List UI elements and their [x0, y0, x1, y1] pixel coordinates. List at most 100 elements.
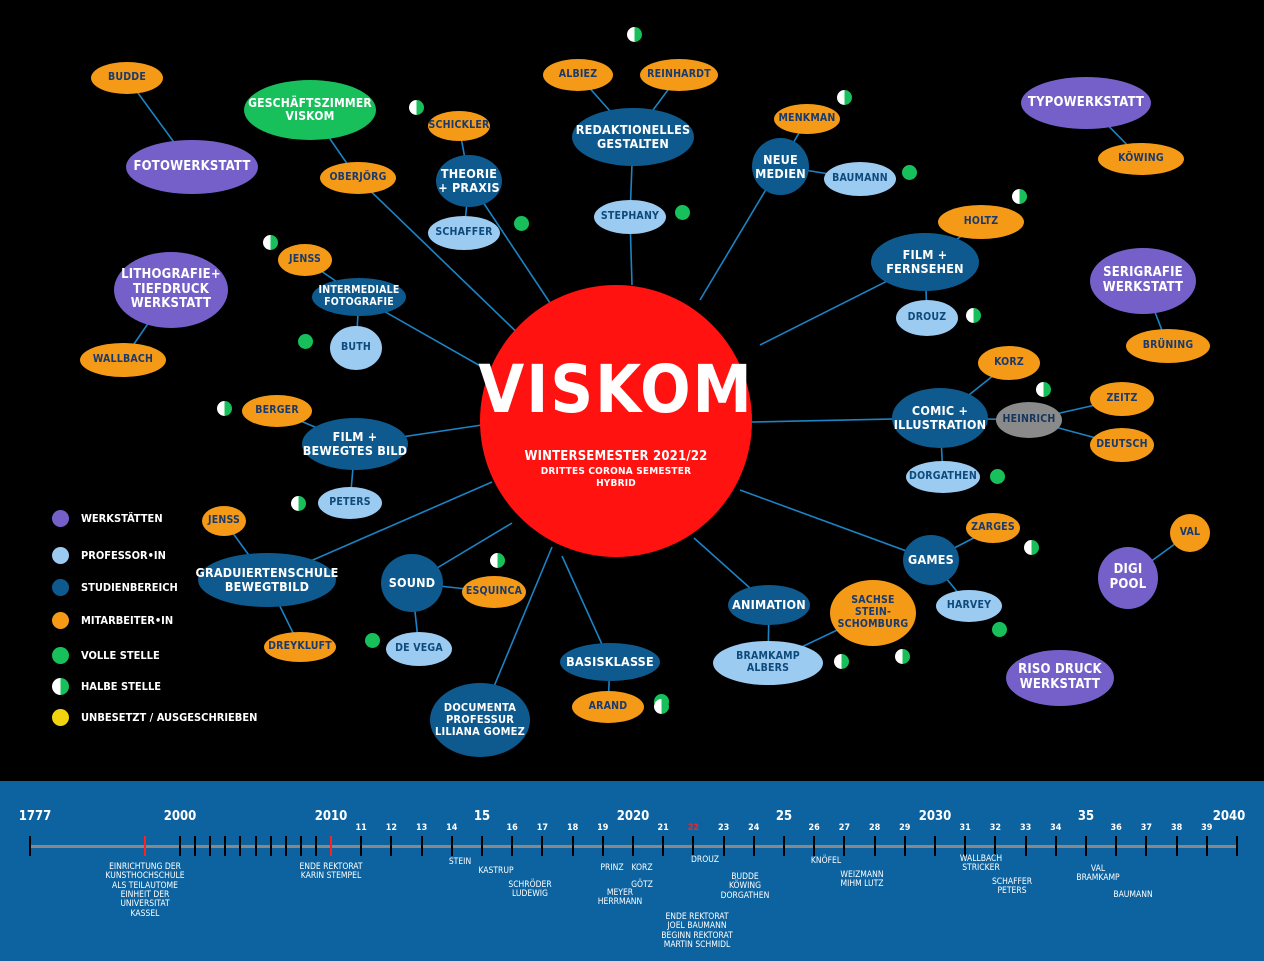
timeline-year-label: 33: [1019, 823, 1032, 833]
node-comic-illustration: COMIC + ILLUSTRATION: [892, 388, 988, 448]
half-position-icon: [1012, 189, 1027, 204]
event-stein: STEIN: [448, 857, 472, 867]
node-film-bewegtes-bild: FILM + BEWEGTES BILD: [302, 418, 408, 470]
legend-swatch-icon: [52, 647, 69, 664]
timeline-year-label: 35: [1077, 809, 1095, 824]
timeline-tick: [29, 836, 31, 856]
connector-line: [739, 489, 932, 561]
node-harvey: HARVEY: [936, 590, 1002, 622]
node-heinrich: HEINRICH: [996, 402, 1062, 438]
timeline-tick: [239, 836, 242, 856]
node-bramkamp-albers: BRAMKAMP ALBERS: [713, 641, 823, 685]
timeline-tick: [843, 836, 846, 856]
organization-graph: VISKOM WINTERSEMESTER 2021/22 DRITTES CO…: [52, 27, 1210, 757]
node-holtz: HOLTZ: [938, 205, 1024, 239]
node-peters: PETERS: [318, 487, 382, 519]
timeline-year-label: 34: [1050, 823, 1062, 833]
timeline-year-label: 17: [536, 823, 549, 833]
half-position-icon: [1036, 382, 1051, 397]
timeline-tick: [994, 836, 997, 856]
full-position-icon: [675, 205, 690, 220]
half-position-icon: [263, 235, 278, 250]
timeline-tick: [1205, 836, 1208, 856]
timeline-tick: [903, 836, 906, 856]
timeline-year-label: 13: [415, 823, 428, 833]
node-sound: SOUND: [381, 554, 443, 612]
legend-item: HALBE STELLE: [52, 678, 161, 695]
timeline-tick: [209, 836, 212, 856]
half-position-icon: [837, 90, 852, 105]
timeline-year-label: 21: [657, 823, 669, 833]
node-wallbach: WALLBACH: [80, 343, 166, 377]
event-knoefel: KNÖFEL: [810, 856, 842, 866]
event-kastrup: KASTRUP: [478, 866, 514, 876]
timeline-tick: [420, 836, 423, 856]
full-position-icon: [298, 334, 313, 349]
timeline-year-label: 11: [355, 823, 367, 833]
timeline-tick: [662, 836, 665, 856]
legend-swatch-icon: [52, 510, 69, 527]
event-schaffer: SCHAFFER PETERS: [991, 877, 1033, 897]
timeline-year-label: 31: [959, 823, 971, 833]
half-position-icon: [627, 27, 642, 42]
timeline-tick: [390, 836, 393, 856]
timeline-tick: [783, 836, 785, 856]
node-menkman: MENKMAN: [774, 104, 840, 134]
timeline-year-label: 37: [1140, 823, 1153, 833]
half-position-icon: [291, 496, 306, 511]
timeline-tick: [1175, 836, 1178, 856]
timeline-tick: [144, 836, 146, 856]
connector-line: [356, 177, 531, 346]
half-position-icon: [895, 649, 910, 664]
node-basisklasse: BASISKLASSE: [560, 643, 660, 681]
timeline-year-label: 23: [717, 823, 730, 833]
timeline-tick: [1085, 836, 1087, 856]
legend-swatch-icon: [52, 547, 69, 564]
center-title: VISKOM: [478, 350, 754, 428]
half-position-icon: [490, 553, 505, 568]
event-schroeder: SCHRÖDER LUDEWIG: [508, 880, 552, 900]
timeline-tick: [1236, 836, 1238, 856]
timeline-tick: [194, 836, 197, 856]
event-goetz: GÖTZ: [631, 880, 653, 890]
node-sachse-steinschomburg: SACHSE STEIN- SCHOMBURG: [830, 580, 916, 646]
half-position-icon: [966, 308, 981, 323]
node-theorie-praxis: THEORIE + PRAXIS: [436, 155, 502, 207]
timeline-tick: [873, 836, 876, 856]
event-weizmann: WEIZMANN MIHM LUTZ: [840, 870, 884, 890]
event-wallbach: WALLBACH STRICKER: [959, 854, 1003, 874]
node-graduiertenschule: GRADUIERTENSCHULE BEWEGTBILD: [196, 553, 338, 607]
half-position-icon: [834, 654, 849, 669]
node-geschaeftszimmer: GESCHÄFTSZIMMER VISKOM: [244, 80, 376, 140]
node-esquinca: ESQUINCA: [462, 576, 526, 608]
timeline-year-label: 16: [506, 823, 518, 833]
timeline-tick: [179, 836, 181, 856]
half-position-icon: [409, 100, 424, 115]
event-drouz: DROUZ: [691, 855, 719, 865]
full-position-icon: [365, 633, 380, 648]
legend-swatch-icon: [52, 612, 69, 629]
legend-label: HALBE STELLE: [81, 680, 162, 693]
timeline-year-label: 2000: [163, 809, 197, 824]
node-berger: BERGER: [242, 395, 312, 427]
center-line3: HYBRID: [596, 478, 636, 490]
node-jenss-1: JENSS: [278, 244, 332, 276]
timeline-tick: [692, 836, 695, 856]
node-typowerkstatt: TYPOWERKSTATT: [1021, 77, 1151, 129]
timeline-tick: [314, 836, 317, 856]
timeline-tick: [511, 836, 514, 856]
event-val: VAL BRAMKAMP: [1076, 864, 1120, 884]
node-bruening: BRÜNING: [1126, 329, 1210, 363]
event-budde: BUDDE KÖWING DORGATHEN: [720, 872, 770, 901]
legend-item: WERKSTÄTTEN: [52, 510, 163, 527]
timeline-year-label: 1777: [18, 809, 52, 824]
legend-label: WERKSTÄTTEN: [81, 512, 163, 525]
timeline-year-label: 25: [775, 809, 793, 824]
node-film-fernsehen: FILM + FERNSEHEN: [871, 233, 979, 291]
timeline-tick: [299, 836, 302, 856]
timeline-year-label: 15: [473, 809, 491, 824]
timeline-tick: [934, 836, 936, 856]
node-reinhardt: REINHARDT: [640, 59, 718, 91]
event-prinz: PRINZ: [600, 863, 624, 873]
